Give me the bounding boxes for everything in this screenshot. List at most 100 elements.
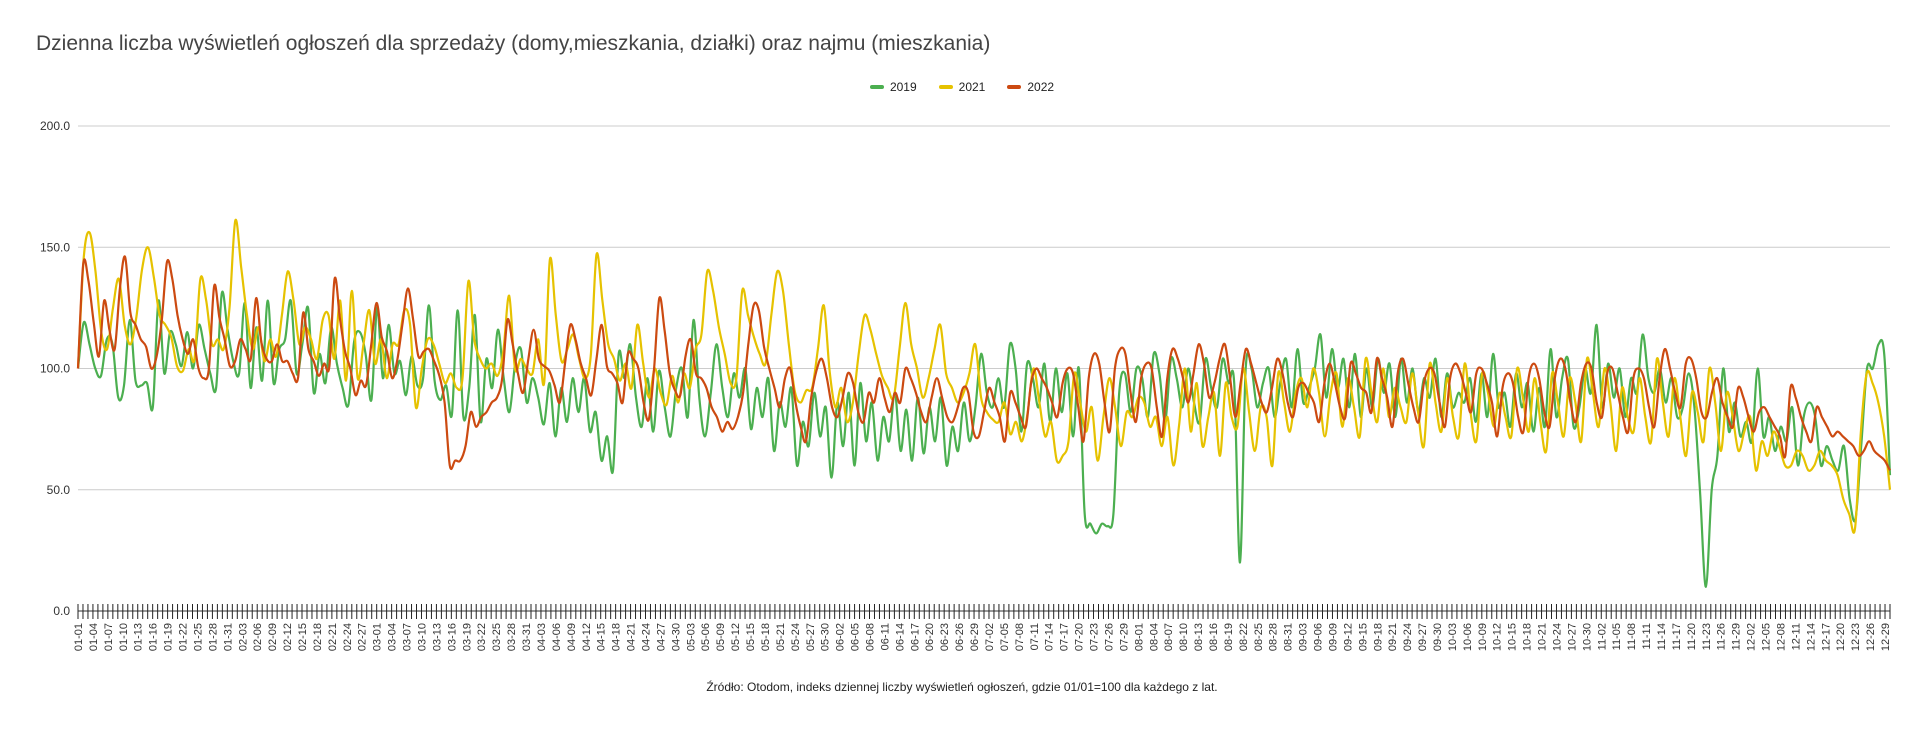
x-tick-label: 06-20 (924, 623, 936, 651)
x-tick-label: 09-27 (1417, 623, 1429, 651)
x-tick-label: 12-02 (1746, 623, 1758, 651)
legend: 2019 2021 2022 (0, 80, 1924, 94)
legend-swatch (1007, 85, 1022, 89)
x-tick-label: 11-08 (1626, 623, 1638, 650)
x-tick-label: 09-21 (1387, 623, 1399, 651)
legend-label: 2019 (889, 80, 917, 94)
x-tick-label: 08-28 (1268, 623, 1280, 651)
x-tick-label: 07-08 (1014, 623, 1026, 651)
x-tick-label: 03-16 (446, 623, 458, 651)
x-tick-label: 04-12 (581, 623, 593, 651)
x-tick-label: 06-23 (939, 623, 951, 651)
y-tick-label: 200.0 (40, 119, 70, 133)
legend-item-2022: 2022 (1007, 80, 1054, 94)
x-tick-label: 01-31 (222, 623, 234, 651)
x-tick-label: 12-11 (1790, 623, 1802, 650)
x-tick-label: 06-11 (879, 623, 891, 650)
x-tick-label: 09-15 (1357, 623, 1369, 651)
x-tick-label: 11-29 (1731, 623, 1743, 650)
x-tick-label: 10-03 (1447, 623, 1459, 651)
x-tick-label: 03-19 (461, 623, 473, 651)
x-tick-label: 11-17 (1671, 623, 1683, 650)
y-tick-label: 100.0 (40, 362, 70, 376)
x-tick-label: 05-21 (775, 623, 787, 651)
x-tick-label: 12-29 (1880, 623, 1892, 651)
x-tick-label: 09-12 (1342, 623, 1354, 651)
x-tick-label: 11-05 (1611, 623, 1623, 650)
legend-swatch (869, 85, 884, 89)
x-tick-label: 07-20 (1074, 623, 1086, 651)
x-tick-label: 05-30 (820, 623, 832, 651)
legend-label: 2022 (1027, 80, 1055, 94)
x-tick-label: 03-25 (491, 623, 503, 651)
x-tick-label: 12-14 (1805, 623, 1817, 651)
chart-title: Dzienna liczba wyświetleń ogłoszeń dla s… (36, 32, 991, 55)
x-tick-label: 07-17 (1059, 623, 1071, 651)
x-tick-label: 11-23 (1701, 623, 1713, 650)
x-tick-label: 04-21 (626, 623, 638, 651)
x-tick-label: 06-02 (835, 623, 847, 651)
x-tick-label: 06-14 (894, 623, 906, 651)
x-tick-label: 08-25 (1253, 623, 1265, 651)
x-tick-label: 05-18 (760, 623, 772, 651)
x-tick-label: 01-22 (178, 623, 190, 651)
x-tick-label: 07-11 (1029, 623, 1041, 650)
x-tick-label: 02-21 (327, 623, 339, 651)
x-tick-label: 06-29 (969, 623, 981, 651)
legend-label: 2021 (958, 80, 986, 94)
x-tick-label: 04-18 (611, 623, 623, 651)
x-tick-label: 06-08 (865, 623, 877, 651)
x-tick-label: 08-22 (1238, 623, 1250, 651)
x-tick-label: 03-31 (521, 623, 533, 651)
x-tick-label: 04-09 (566, 623, 578, 651)
x-tick-label: 06-26 (954, 623, 966, 651)
x-tick-label: 01-04 (88, 623, 100, 651)
x-tick-label: 08-04 (1148, 623, 1160, 651)
x-tick-label: 09-06 (1313, 623, 1325, 651)
x-tick-label: 05-06 (700, 623, 712, 651)
x-tick-label: 01-10 (118, 623, 130, 651)
x-tick-label: 05-15 (745, 623, 757, 651)
x-tick-label: 01-16 (148, 623, 160, 651)
x-tick-label: 07-02 (984, 623, 996, 651)
y-tick-label: 150.0 (40, 240, 70, 254)
x-tick-label: 03-04 (387, 623, 399, 651)
x-tick-label: 07-26 (1103, 623, 1115, 651)
x-tick-label: 01-25 (192, 623, 204, 651)
x-tick-label: 08-10 (1178, 623, 1190, 651)
x-tick-label: 09-18 (1372, 623, 1384, 651)
x-tick-label: 11-20 (1686, 623, 1698, 650)
x-tick-label: 02-12 (282, 623, 294, 651)
x-tick-label: 12-17 (1820, 623, 1832, 651)
x-tick-label: 03-28 (506, 623, 518, 651)
x-tick-label: 03-07 (402, 623, 414, 651)
x-tick-label: 09-30 (1432, 623, 1444, 651)
x-tick-label: 04-30 (670, 623, 682, 651)
x-tick-label: 01-28 (207, 623, 219, 651)
x-tick-label: 11-02 (1596, 623, 1608, 650)
x-tick-label: 04-24 (640, 623, 652, 651)
x-tick-label: 08-31 (1283, 623, 1295, 651)
x-tick-label: 12-23 (1850, 623, 1862, 651)
x-tick-label: 09-03 (1298, 623, 1310, 651)
x-tick-label: 04-27 (655, 623, 667, 651)
x-tick-label: 09-09 (1327, 623, 1339, 651)
x-tick-label: 02-15 (297, 623, 309, 651)
x-tick-label: 06-17 (909, 623, 921, 651)
x-tick-label: 04-15 (596, 623, 608, 651)
x-tick-label: 08-01 (1133, 623, 1145, 651)
x-tick-label: 07-23 (1089, 623, 1101, 651)
x-tick-label: 07-14 (1044, 623, 1056, 651)
y-tick-label: 50.0 (47, 483, 71, 497)
x-tick-label: 08-07 (1163, 623, 1175, 651)
legend-swatch (938, 85, 953, 89)
x-tick-label: 01-19 (163, 623, 175, 651)
legend-item-2019: 2019 (869, 80, 917, 94)
x-tick-label: 01-01 (73, 623, 85, 651)
x-tick-label: 02-24 (342, 623, 354, 651)
source-note: Źródło: Otodom, indeks dziennej liczby w… (706, 680, 1218, 694)
x-tick-label: 12-26 (1865, 623, 1877, 651)
x-tick-label: 02-09 (267, 623, 279, 651)
x-tick-label: 05-27 (805, 623, 817, 651)
x-tick-label: 12-20 (1835, 623, 1847, 651)
